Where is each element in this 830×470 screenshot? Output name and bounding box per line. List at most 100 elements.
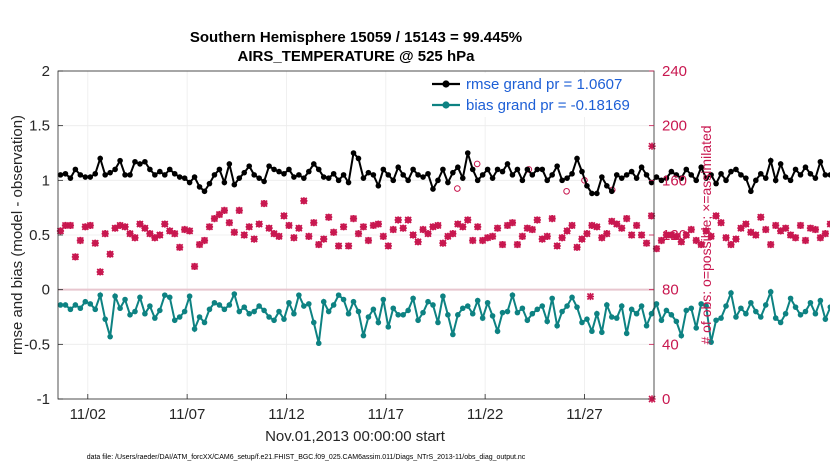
bias-point [291, 310, 297, 317]
obs-assimilated-marker [171, 230, 179, 238]
rmse-point [340, 172, 347, 178]
bias-point [231, 291, 238, 297]
obs-assimilated-marker [712, 212, 720, 220]
rmse-point [648, 179, 655, 186]
obs-assimilated-marker [156, 231, 164, 239]
obs-assimilated-marker [752, 231, 760, 239]
obs-assimilated-marker [503, 221, 512, 230]
obs-assimilated-marker [757, 213, 765, 221]
obs-assimilated-marker [414, 238, 422, 246]
y2-tick-label: 120 [662, 227, 687, 244]
bias-point [514, 309, 521, 316]
y2-tick-label: 240 [662, 63, 687, 80]
obs-assimilated-marker [71, 253, 79, 261]
obs-assimilated-marker [275, 232, 283, 240]
bias-point [698, 301, 704, 307]
legend-bias-marker [442, 101, 450, 109]
y2-tick-label: 80 [662, 282, 679, 299]
rmse-point [191, 174, 198, 180]
rmse-point [67, 175, 74, 181]
obs-assimilated-marker [300, 197, 308, 205]
rmse-point [579, 168, 585, 175]
rmse-point [246, 163, 253, 169]
rmse-point [653, 174, 660, 180]
bias-point [365, 314, 372, 320]
rmse-point [112, 166, 118, 173]
obs-assimilated-marker [101, 230, 109, 238]
rmse-point [380, 166, 387, 173]
bias-point [221, 306, 228, 313]
obs-assimilated-marker [260, 199, 268, 208]
rmse-point [594, 190, 600, 197]
rmse-point [623, 172, 630, 178]
rmse-point [613, 172, 620, 178]
bias-point [628, 306, 635, 313]
rmse-point [72, 166, 79, 173]
rmse-point [618, 175, 625, 181]
y-tick-label: -1 [37, 391, 50, 408]
bias-point [668, 312, 675, 318]
rmse-point [822, 172, 829, 178]
bias-point [519, 305, 526, 312]
bias-point [271, 317, 277, 324]
bias-point [738, 305, 744, 312]
rmse-point [678, 175, 685, 181]
bias-point [559, 308, 565, 315]
bias-point [554, 322, 560, 329]
y-tick-label: 0 [42, 282, 50, 299]
x-tick-label: 11/17 [368, 406, 404, 423]
bias-point [474, 297, 481, 304]
obs-assimilated-marker [528, 225, 536, 234]
rmse-point [604, 183, 610, 189]
rmse-point [435, 177, 441, 184]
rmse-point [211, 172, 218, 178]
bias-point [777, 319, 784, 326]
obs-assimilated-marker [772, 221, 780, 230]
bias-point [152, 315, 158, 321]
bias-point [181, 308, 188, 315]
rmse-point [92, 170, 99, 177]
rmse-point [320, 174, 327, 180]
bias-point [440, 293, 446, 300]
obs-assimilated-marker [404, 216, 412, 224]
obs-assimilated-marker [732, 235, 740, 243]
obs-assimilated-marker [707, 232, 715, 240]
bias-point [196, 314, 203, 320]
bias-point [807, 299, 814, 306]
bias-point [549, 295, 555, 302]
obs-assimilated-marker [469, 236, 477, 245]
rmse-point [812, 175, 819, 181]
bias-point [325, 308, 332, 315]
rmse-point [82, 174, 89, 180]
rmse-point [122, 172, 128, 178]
rmse-point [718, 170, 724, 177]
rmse-point [827, 172, 830, 178]
rmse-point [281, 170, 287, 177]
bias-point [450, 331, 456, 338]
rmse-point [445, 179, 451, 186]
obs-assimilated-marker [146, 230, 154, 238]
obs-assimilated-marker [811, 225, 820, 234]
obs-assimilated-marker [588, 221, 596, 230]
bias-point [345, 310, 352, 317]
obs-assimilated-marker [369, 221, 377, 230]
bias-point [241, 304, 248, 310]
rmse-point [524, 166, 531, 173]
bias-point [613, 315, 620, 321]
x-tick-label: 11/07 [169, 406, 205, 423]
rmse-point [166, 166, 173, 173]
bias-point [127, 312, 133, 318]
obs-assimilated-marker [76, 236, 84, 245]
rmse-point [584, 183, 590, 189]
rmse-point [286, 166, 292, 173]
rmse-point [345, 179, 352, 186]
bias-point [276, 308, 282, 315]
rmse-point [797, 172, 804, 178]
rmse-point [440, 166, 446, 173]
bias-point [206, 306, 213, 313]
bias-point [743, 310, 749, 317]
rmse-point [777, 161, 784, 167]
bias-point [360, 332, 367, 339]
rmse-point [306, 168, 312, 175]
rmse-point [420, 174, 426, 180]
